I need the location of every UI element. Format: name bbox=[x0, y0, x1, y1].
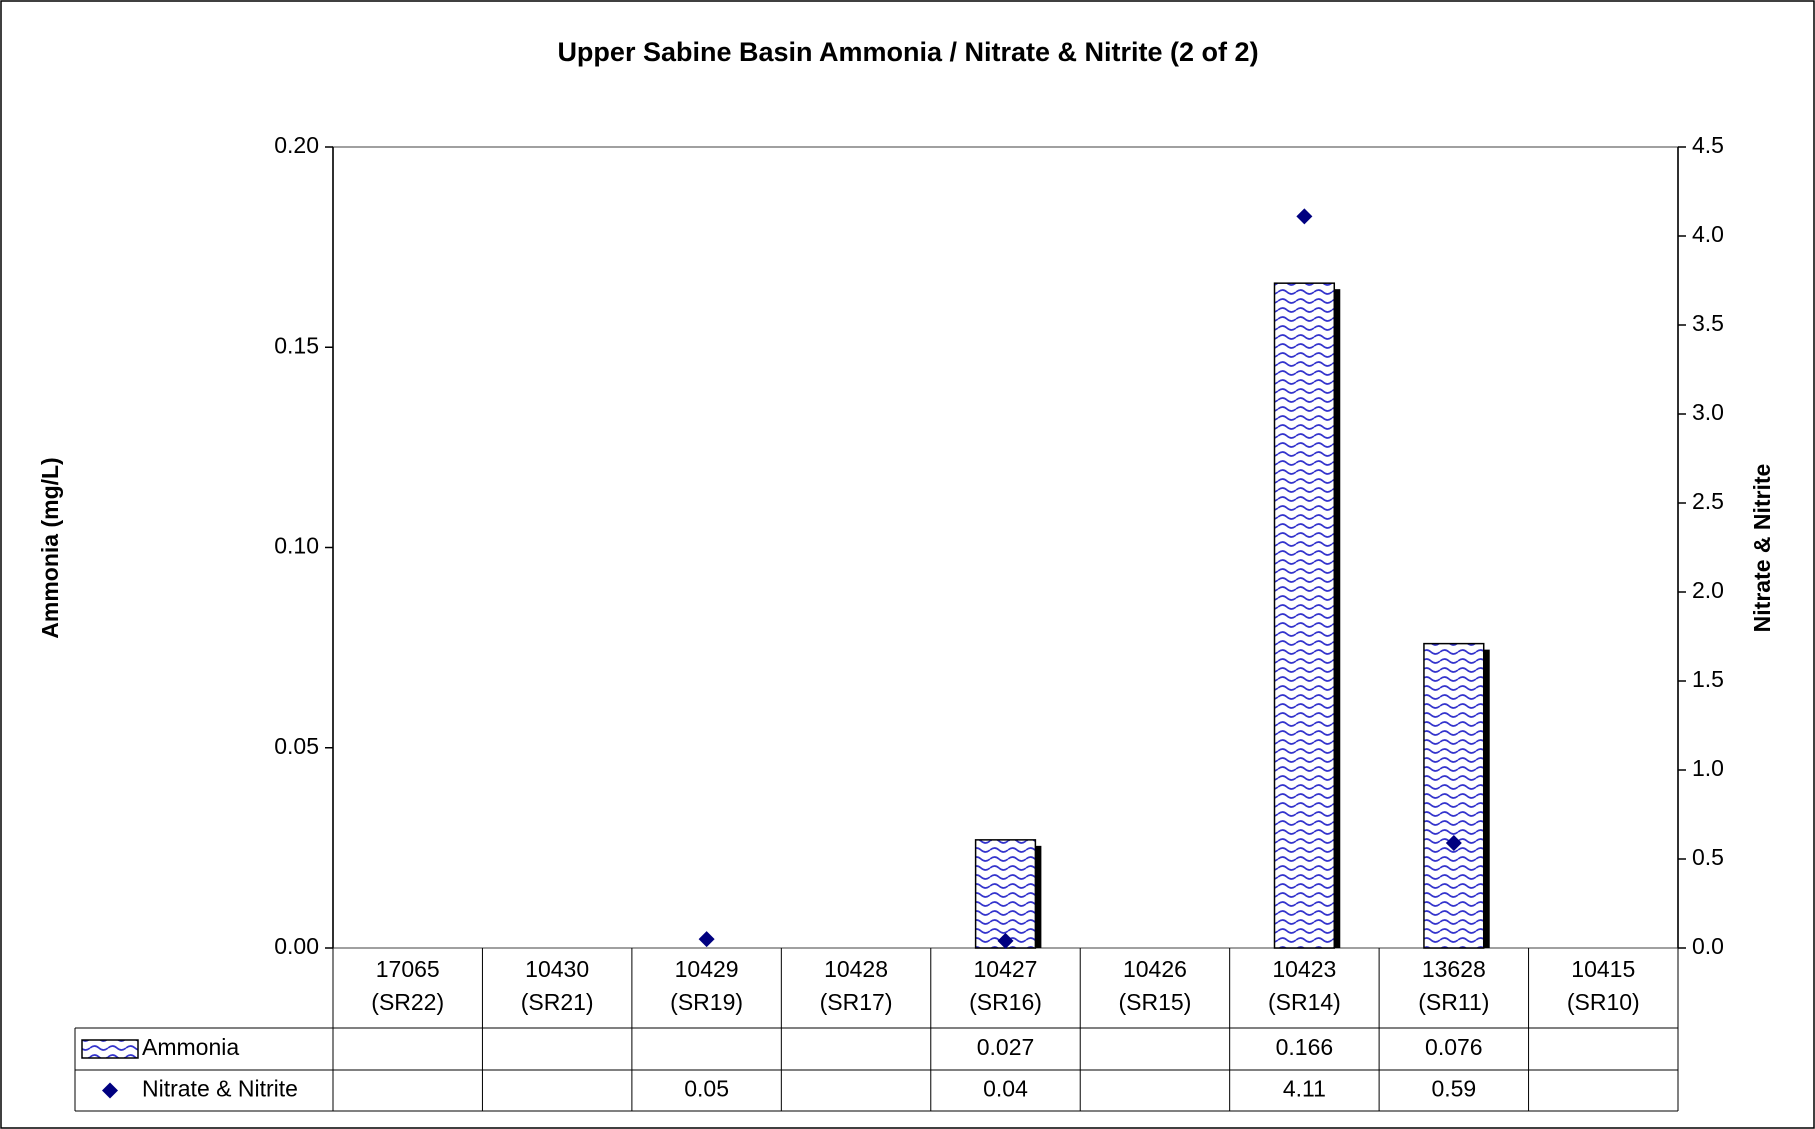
y2-tick-label: 3.0 bbox=[1692, 399, 1724, 425]
category-label: 10423 bbox=[1272, 956, 1336, 982]
y-tick-label: 0.00 bbox=[274, 933, 319, 959]
y2-tick-label: 0.5 bbox=[1692, 844, 1724, 870]
bar bbox=[1273, 282, 1336, 949]
category-label: 10429 bbox=[675, 956, 739, 982]
category-label: (SR22) bbox=[371, 989, 444, 1015]
table-value: 0.076 bbox=[1425, 1034, 1483, 1060]
y-tick-label: 0.10 bbox=[274, 533, 319, 559]
category-label: 13628 bbox=[1422, 956, 1486, 982]
y-tick-label: 0.20 bbox=[274, 132, 319, 158]
category-label: 10427 bbox=[974, 956, 1038, 982]
y-tick-label: 0.05 bbox=[274, 733, 319, 759]
y2-tick-label: 4.5 bbox=[1692, 132, 1724, 158]
legend-label: Nitrate & Nitrite bbox=[142, 1076, 298, 1102]
table-value: 0.59 bbox=[1431, 1076, 1476, 1102]
y-axis-title: Ammonia (mg/L) bbox=[37, 457, 63, 638]
chart-title: Upper Sabine Basin Ammonia / Nitrate & N… bbox=[557, 37, 1258, 67]
category-label: 17065 bbox=[376, 956, 440, 982]
y2-tick-label: 2.5 bbox=[1692, 488, 1724, 514]
marker bbox=[698, 931, 715, 948]
category-label: (SR19) bbox=[670, 989, 743, 1015]
category-label: 10426 bbox=[1123, 956, 1187, 982]
y2-tick-label: 4.0 bbox=[1692, 221, 1724, 247]
marker bbox=[997, 932, 1014, 949]
y2-tick-label: 1.0 bbox=[1692, 755, 1724, 781]
legend-key bbox=[102, 1082, 118, 1099]
y2-tick-label: 1.5 bbox=[1692, 666, 1724, 692]
category-label: (SR15) bbox=[1119, 989, 1192, 1015]
category-label: (SR17) bbox=[820, 989, 893, 1015]
bar bbox=[974, 839, 1037, 949]
category-label: (SR11) bbox=[1418, 989, 1489, 1015]
category-label: (SR10) bbox=[1567, 989, 1640, 1015]
legend-key bbox=[81, 1039, 139, 1059]
category-label: (SR16) bbox=[969, 989, 1042, 1015]
table-value: 0.027 bbox=[977, 1034, 1035, 1060]
category-label: (SR14) bbox=[1268, 989, 1341, 1015]
table-value: 0.04 bbox=[983, 1076, 1028, 1102]
y2-tick-label: 3.5 bbox=[1692, 310, 1724, 336]
bar bbox=[1423, 642, 1485, 949]
category-label: (SR21) bbox=[521, 989, 594, 1015]
legend-label: Ammonia bbox=[142, 1034, 239, 1060]
y2-axis-title: Nitrate & Nitrite bbox=[1749, 464, 1775, 633]
y-tick-label: 0.15 bbox=[274, 332, 319, 358]
category-label: 10428 bbox=[824, 956, 888, 982]
y2-tick-label: 2.0 bbox=[1692, 577, 1724, 603]
y2-tick-label: 0.0 bbox=[1692, 933, 1724, 959]
category-label: 10415 bbox=[1571, 956, 1635, 982]
table-value: 0.05 bbox=[684, 1076, 729, 1102]
marker bbox=[1296, 208, 1313, 225]
table-value: 0.166 bbox=[1276, 1034, 1334, 1060]
marker bbox=[1445, 834, 1462, 851]
table-value: 4.11 bbox=[1283, 1076, 1326, 1102]
category-label: 10430 bbox=[525, 956, 589, 982]
